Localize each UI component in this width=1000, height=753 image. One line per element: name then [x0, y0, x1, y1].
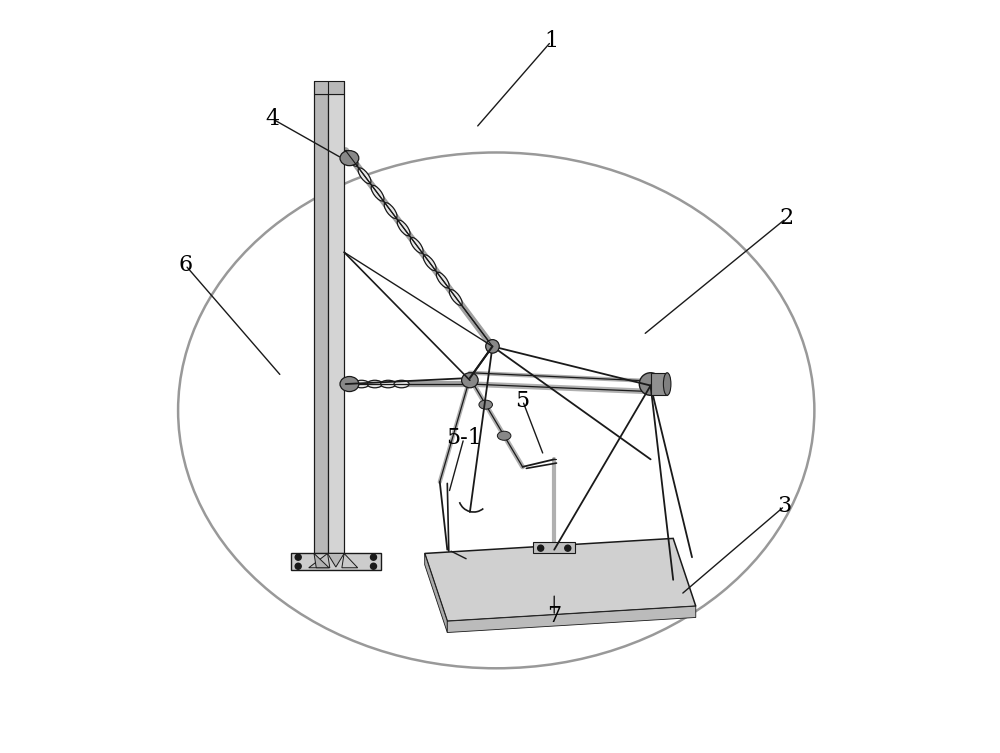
Ellipse shape: [345, 151, 358, 166]
Text: 6: 6: [178, 254, 192, 276]
Circle shape: [538, 545, 544, 551]
Ellipse shape: [340, 376, 359, 392]
Ellipse shape: [341, 380, 356, 388]
Ellipse shape: [381, 380, 396, 388]
Ellipse shape: [384, 203, 397, 218]
Ellipse shape: [486, 340, 499, 353]
Ellipse shape: [397, 220, 410, 236]
Text: 5-1: 5-1: [446, 427, 482, 450]
Circle shape: [370, 563, 377, 569]
Text: 2: 2: [779, 207, 793, 230]
Text: 5: 5: [516, 389, 530, 412]
Ellipse shape: [639, 373, 662, 395]
Text: 1: 1: [544, 30, 558, 53]
Ellipse shape: [479, 400, 492, 409]
Text: 3: 3: [778, 495, 792, 517]
Circle shape: [295, 554, 301, 560]
Ellipse shape: [410, 237, 423, 253]
Text: 4: 4: [266, 108, 280, 130]
Ellipse shape: [462, 373, 478, 388]
Ellipse shape: [497, 431, 511, 441]
Ellipse shape: [663, 373, 671, 395]
Polygon shape: [425, 538, 696, 621]
Ellipse shape: [449, 290, 462, 305]
Ellipse shape: [394, 380, 409, 388]
Bar: [328, 94, 344, 553]
Bar: [291, 553, 381, 570]
Polygon shape: [425, 553, 447, 633]
Polygon shape: [314, 553, 329, 568]
Polygon shape: [342, 553, 358, 568]
Polygon shape: [328, 553, 344, 567]
Text: 7: 7: [547, 605, 561, 627]
Ellipse shape: [371, 185, 384, 201]
Polygon shape: [309, 553, 330, 568]
Ellipse shape: [354, 380, 369, 388]
Ellipse shape: [340, 151, 359, 166]
Ellipse shape: [423, 255, 436, 270]
Ellipse shape: [367, 380, 382, 388]
Bar: [314, 94, 328, 553]
Polygon shape: [447, 606, 696, 633]
Circle shape: [295, 563, 301, 569]
Ellipse shape: [358, 168, 371, 184]
Bar: [314, 81, 344, 94]
Circle shape: [370, 554, 377, 560]
Circle shape: [565, 545, 571, 551]
Ellipse shape: [436, 272, 449, 288]
Bar: [533, 542, 575, 553]
Bar: [651, 373, 667, 395]
